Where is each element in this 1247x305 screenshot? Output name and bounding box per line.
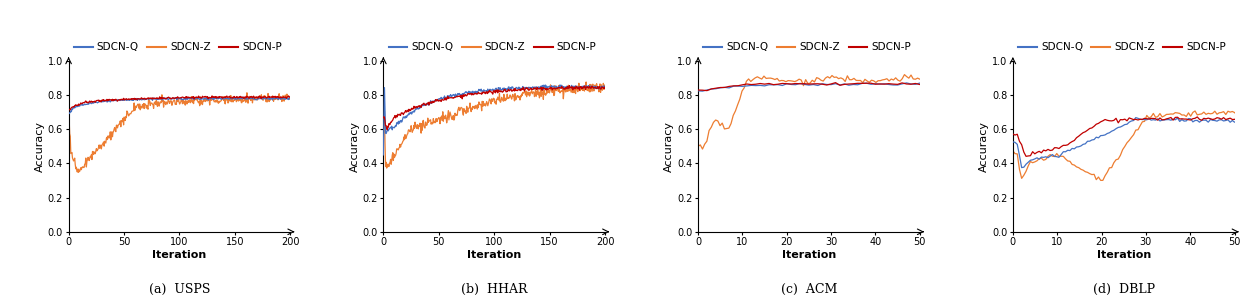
Legend: SDCN-Q, SDCN-Z, SDCN-P: SDCN-Q, SDCN-Z, SDCN-P [389, 42, 596, 52]
X-axis label: Iteration: Iteration [468, 250, 521, 260]
X-axis label: Iteration: Iteration [782, 250, 835, 260]
X-axis label: Iteration: Iteration [1096, 250, 1151, 260]
Y-axis label: Accuracy: Accuracy [35, 121, 45, 172]
Text: (d)  DBLP: (d) DBLP [1092, 283, 1155, 296]
Legend: SDCN-Q, SDCN-Z, SDCN-P: SDCN-Q, SDCN-Z, SDCN-P [74, 42, 282, 52]
Y-axis label: Accuracy: Accuracy [979, 121, 989, 172]
X-axis label: Iteration: Iteration [152, 250, 207, 260]
Text: (a)  USPS: (a) USPS [148, 283, 209, 296]
Legend: SDCN-Q, SDCN-Z, SDCN-P: SDCN-Q, SDCN-Z, SDCN-P [1018, 42, 1226, 52]
Y-axis label: Accuracy: Accuracy [349, 121, 359, 172]
Y-axis label: Accuracy: Accuracy [665, 121, 675, 172]
Legend: SDCN-Q, SDCN-Z, SDCN-P: SDCN-Q, SDCN-Z, SDCN-P [703, 42, 912, 52]
Text: (c)  ACM: (c) ACM [781, 283, 837, 296]
Text: (b)  HHAR: (b) HHAR [461, 283, 527, 296]
